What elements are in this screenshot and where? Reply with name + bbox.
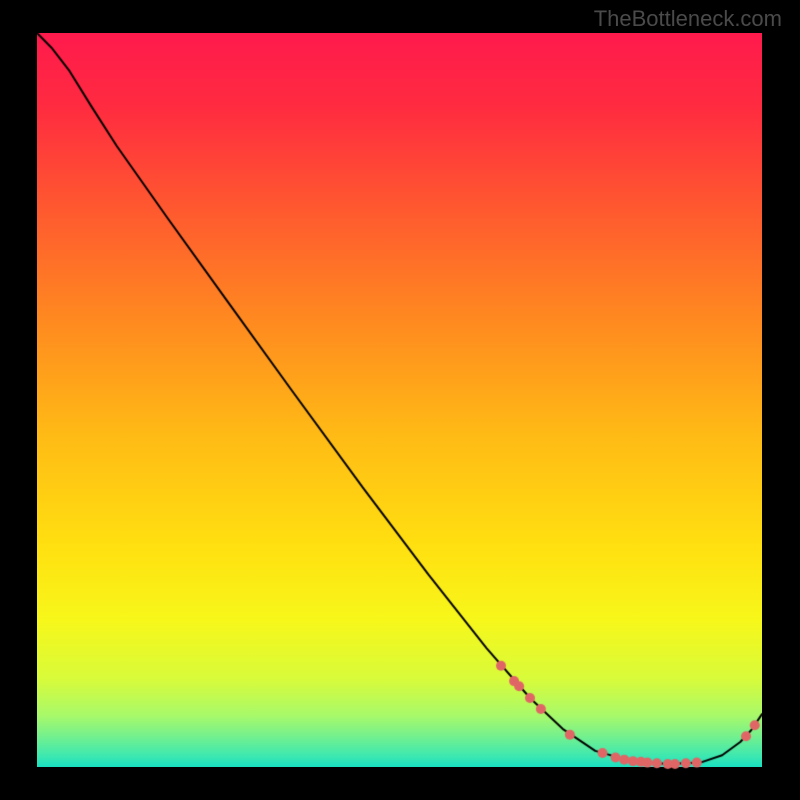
plot-background xyxy=(37,33,762,767)
watermark-text: TheBottleneck.com xyxy=(594,6,782,32)
chart-container: TheBottleneck.com xyxy=(0,0,800,800)
